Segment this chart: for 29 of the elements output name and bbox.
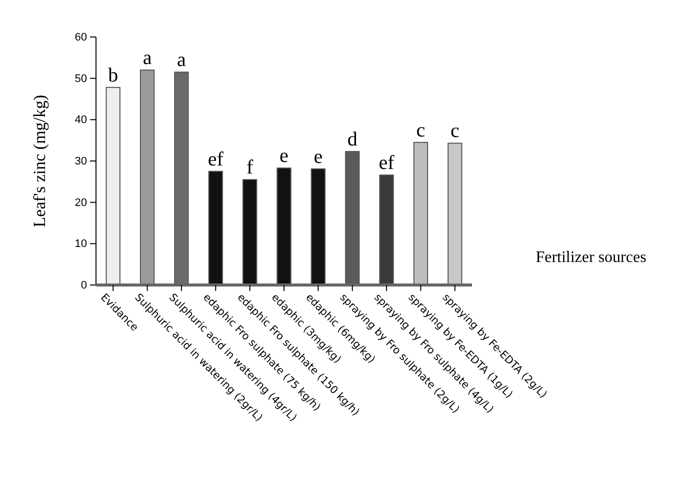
annotation: d	[347, 128, 358, 150]
y-tick-label: 10	[74, 238, 87, 250]
bar	[106, 86, 120, 286]
bar	[310, 168, 326, 286]
bar	[276, 168, 292, 286]
x-axis-title: Fertilizer sources	[536, 249, 646, 266]
annotation: e	[314, 146, 323, 168]
annotation: e	[280, 145, 289, 168]
y-tick-label: 30	[74, 156, 87, 168]
annotation: c	[416, 119, 426, 142]
y-tick-label: 0	[80, 280, 87, 292]
annotation: b	[108, 64, 118, 86]
y-axis-title: Leaf's zinc (mg/kg)	[30, 94, 49, 228]
annotation: c	[450, 120, 460, 142]
bar	[379, 174, 394, 286]
annotation: f	[246, 156, 254, 179]
bar	[413, 142, 428, 286]
annotation: a	[142, 47, 152, 70]
bar	[208, 170, 223, 286]
annotation: ef	[378, 152, 395, 174]
y-tick-label: 40	[74, 114, 87, 126]
annotation: ef	[208, 148, 224, 170]
bar	[448, 142, 462, 286]
y-tick-label: 20	[74, 196, 87, 209]
y-tick-label: 50	[74, 72, 87, 85]
bar	[242, 179, 258, 286]
y-tick-label: 60	[74, 32, 87, 44]
annotation: a	[177, 49, 186, 72]
bar	[140, 70, 155, 286]
